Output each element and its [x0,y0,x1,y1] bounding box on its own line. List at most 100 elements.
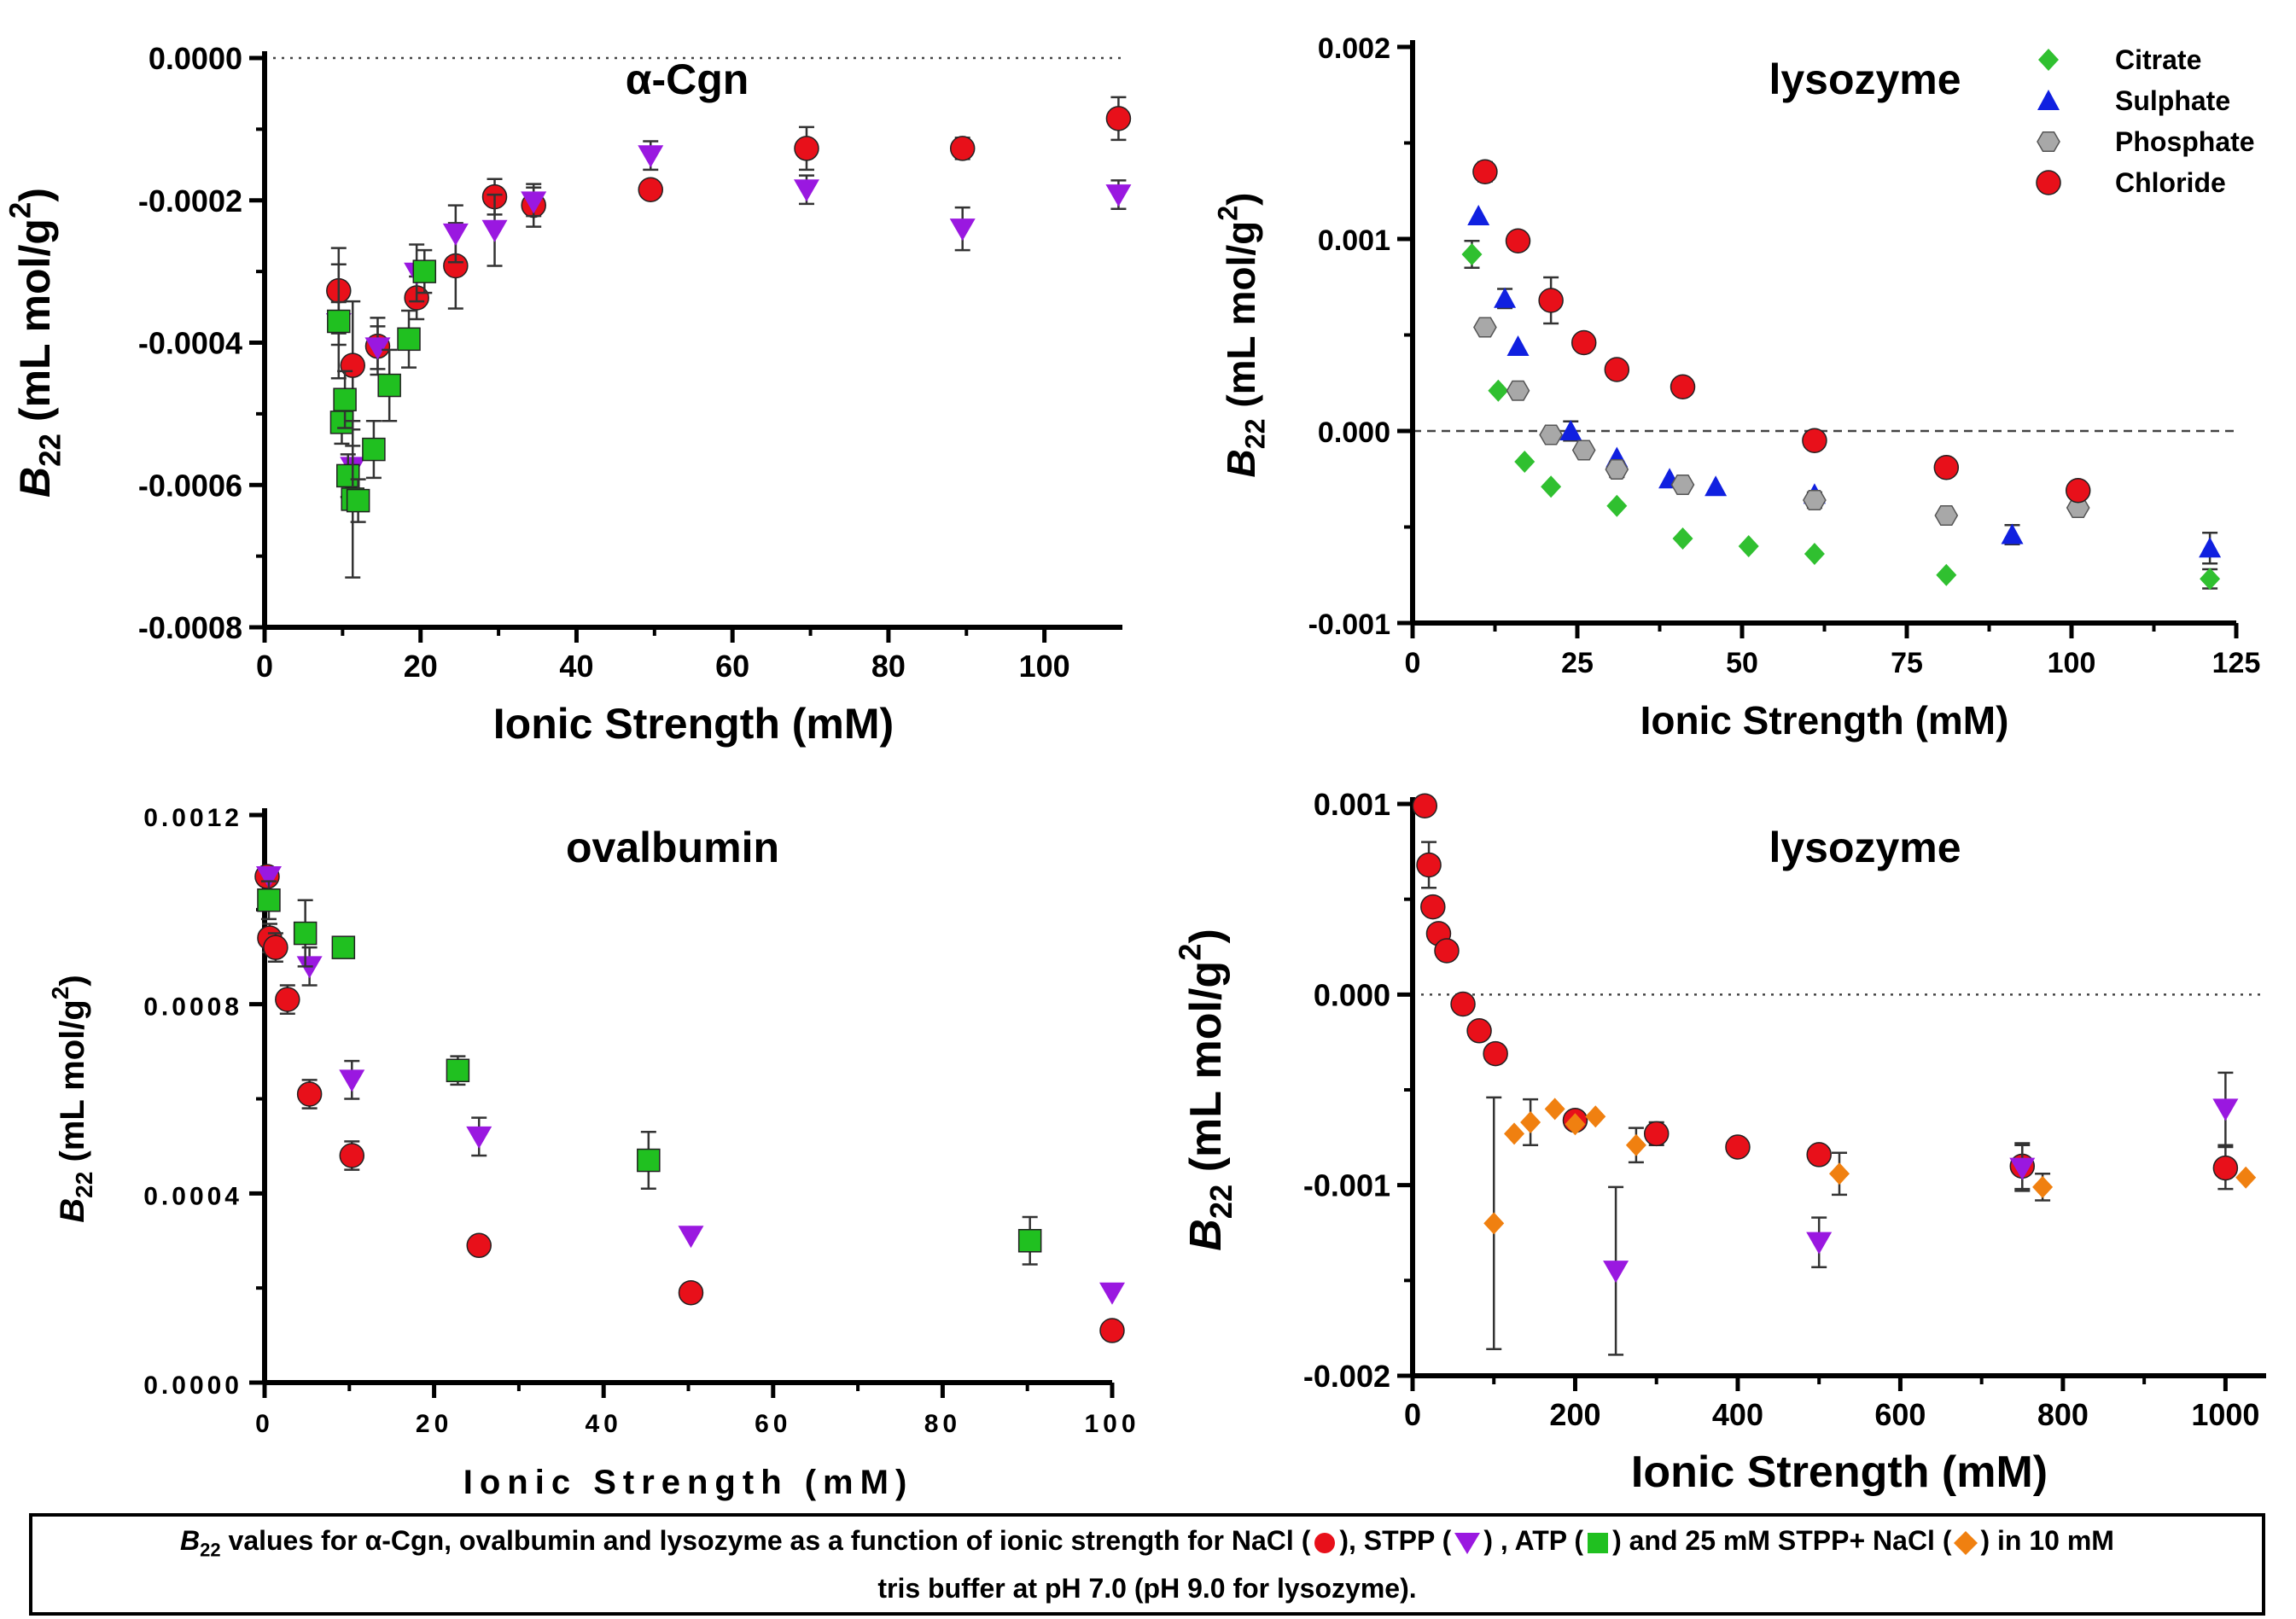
x-tick-label: 25 [1561,647,1594,679]
legend-marker [2037,131,2060,153]
data-point [637,1148,661,1173]
data-point [1494,287,1517,308]
data-point [466,1232,492,1259]
y-label-sup: 2 [1173,944,1208,961]
x-tick-label: 80 [871,649,906,684]
data-point [329,411,354,434]
data-point [1412,793,1438,818]
caption-text-3: ) , ATP ( [1483,1525,1584,1557]
series-nacl [254,864,1125,1343]
data-point [412,259,437,283]
data-point [1541,475,1562,498]
y-tick-label: 0.001 [1314,787,1390,822]
y-tick-label: -0.001 [1308,609,1390,641]
data-point [327,309,351,334]
y-tick-label: -0.0008 [138,610,242,645]
data-point [793,179,819,202]
y-label-close: ) [54,975,91,986]
legend-marker [2038,49,2059,71]
data-point [1738,535,1759,557]
caption-text-5: ) in 10 mM [1980,1525,2114,1557]
series-atp [257,880,1042,1266]
y-label-sub: 22 [34,434,67,467]
y-tick-label: -0.002 [1303,1359,1390,1394]
data-point [1105,184,1132,207]
data-point [2212,1155,2239,1181]
x-tick-label: 200 [1549,1397,1600,1432]
caption-b22-sub: 22 [200,1539,221,1561]
data-point [1099,1282,1125,1305]
y-tick-label: 0.0008 [143,993,242,1022]
data-point [339,1069,365,1092]
data-point [1606,494,1628,517]
data-point [1570,329,1597,356]
y-axis-label: B22 (mL mol/g2) [1173,929,1238,1251]
y-tick-label: 0.000 [1314,977,1390,1012]
legend-label: Chloride [2115,167,2226,198]
x-tick-label: 800 [2037,1397,2089,1432]
y-label-b: B [1219,449,1263,477]
y-label-b: B [1181,1219,1231,1251]
y-tick-label: 0.000 [1318,416,1390,449]
chart-oval: 0 20 40 60 80 100 0.0012 0.0008 0.0004 0.0000 oval… [47,804,1139,1501]
data-point [1603,1261,1629,1284]
chart-lyso2: 0 200 400 600 800 1000 0.001 0.000 -0.001 -0.002 l… [1173,787,2266,1497]
chart-acgn: 0 20 40 60 80 100 0.0000 -0.0002 -0.0004 -0.0006 -… [4,41,1132,748]
x-axis-label: Ionic Strength (mM) [493,700,894,748]
y-label-sup: 2 [47,987,73,1000]
chart-title: lysozyme [1769,55,1961,103]
data-point [2009,1157,2036,1180]
series-stpp_nacl [1483,1096,2257,1350]
data-point [466,1126,492,1149]
x-tick-label: 100 [1019,649,1070,684]
y-tick-label: 0.0004 [143,1182,242,1210]
data-point [1934,504,1959,527]
data-point [333,387,357,411]
series-phosphate [1473,317,2090,527]
y-label-close: ) [11,188,59,202]
x-tick-label: 100 [1084,1410,1139,1438]
data-point [1643,1121,1670,1147]
data-point [397,327,421,352]
y-label-units: (mL mol/g [54,999,91,1171]
y-tick-label: 0.0000 [149,41,242,76]
y-label-sup: 2 [1212,206,1243,221]
data-point [1539,424,1563,446]
data-point [339,1143,365,1168]
chart-title: lysozyme [1769,824,1961,871]
x-tick-label: 1000 [2191,1397,2259,1432]
x-tick-label: 0 [255,1410,274,1438]
data-point [263,935,288,960]
data-point [346,488,370,513]
x-tick-label: 0 [1404,1397,1421,1432]
caption-text-4: ) and 25 mM STPP+ NaCl ( [1612,1525,1952,1557]
data-point [1802,428,1827,453]
data-point [446,1058,470,1082]
x-tick-label: 80 [924,1410,961,1438]
data-point [255,866,282,889]
caption-line-2: tris buffer at pH 7.0 (pH 9.0 for lysozy… [877,1572,1417,1604]
y-tick-label: 0.0012 [143,804,242,832]
series-sulphate [1467,205,2222,565]
data-point [1565,1113,1586,1136]
data-point [331,935,356,959]
data-point [1420,894,1446,920]
y-tick-label: 0.002 [1318,32,1390,65]
legend-marker [2037,90,2060,110]
data-point [1488,379,1509,402]
data-point [949,136,976,161]
x-tick-label: 40 [559,649,593,684]
data-point [1506,335,1530,356]
data-point [2001,523,2024,545]
legend-label: Phosphate [2115,126,2255,157]
series-chloride [1472,159,2091,504]
data-point [1450,991,1476,1017]
y-label-close: ) [1219,193,1263,206]
nacl-symbol-icon [1314,1532,1336,1553]
data-point [1099,1318,1125,1343]
data-point [2032,1175,2054,1198]
y-axis-label: B22 (mL mol/g2) [47,975,97,1222]
y-label-sub: 22 [71,1172,97,1198]
data-point [362,437,386,462]
y-label-b: B [11,467,59,498]
